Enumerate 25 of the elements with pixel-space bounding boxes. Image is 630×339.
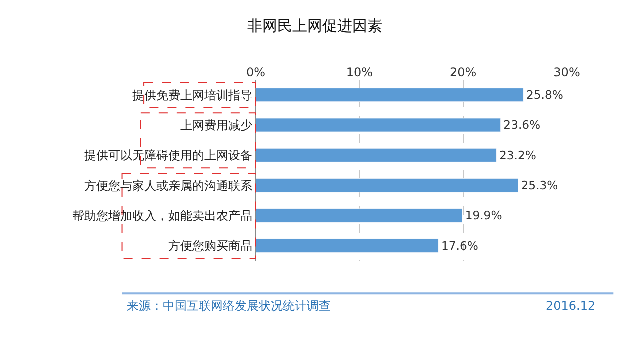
y-tick-label: 提供可以无障碍使用的上网设备 [84, 148, 253, 163]
chart-title: 非网民上网促进因素 [248, 16, 382, 35]
x-tick-label: 20% [450, 66, 477, 80]
text: 2016.12 [546, 299, 596, 313]
bar [256, 118, 501, 132]
y-tick-label: 提供免费上网培训指导 [132, 88, 253, 102]
data-label: 23.6% [504, 118, 541, 132]
y-tick-label: 上网费用减少 [180, 118, 253, 132]
source-note: 来源：中国互联网络发展状况统计调查 [127, 299, 331, 313]
bar [256, 208, 463, 223]
data-label: 25.8% [526, 88, 564, 102]
y-tick-label: 方便您购买商品 [168, 239, 253, 254]
bar [256, 148, 497, 162]
bar [256, 238, 439, 253]
x-tick-label: 0% [246, 66, 266, 80]
x-tick-label: 10% [346, 66, 374, 80]
data-label: 25.3% [521, 178, 558, 192]
data-label: 23.2% [500, 148, 536, 162]
bar [256, 178, 519, 193]
bar [256, 88, 524, 102]
data-label: 17.6% [441, 238, 478, 253]
data-label: 19.9% [465, 208, 502, 223]
y-tick-label: 帮助您增加收入，如能卖出农产品 [72, 208, 253, 223]
y-tick-label: 方便您与家人或亲属的沟通联系 [84, 178, 253, 193]
x-tick-label: 30% [554, 66, 580, 80]
